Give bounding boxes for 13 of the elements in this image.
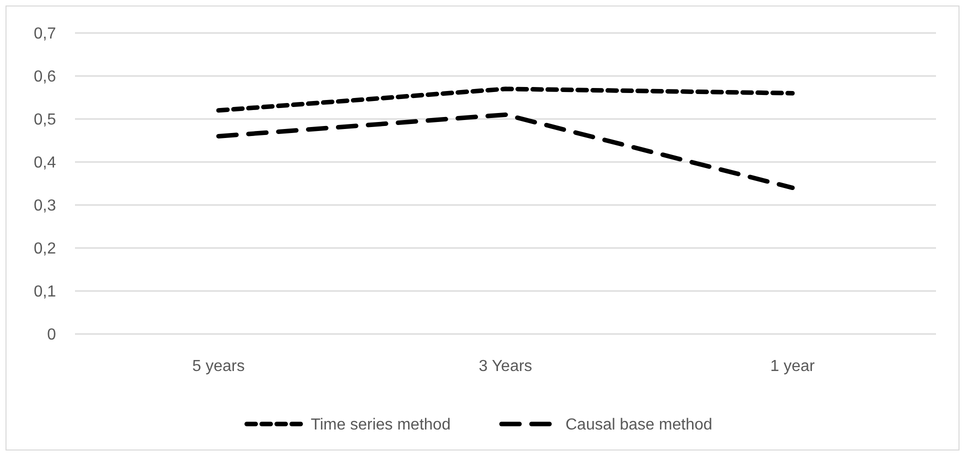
y-tick-label: 0,5	[34, 112, 56, 129]
y-tick-label: 0,2	[34, 240, 56, 258]
x-tick-label: 1 year	[770, 358, 816, 375]
legend-label: Time series method	[310, 416, 451, 434]
y-tick-label: 0,1	[34, 284, 56, 301]
y-tick-label: 0	[47, 326, 56, 344]
x-tick-label: 3 Years	[478, 358, 532, 375]
x-tick-label: 5 years	[192, 358, 245, 375]
legend-label: Causal base method	[566, 416, 712, 434]
y-tick-label: 0,3	[34, 198, 56, 215]
y-tick-label: 0,4	[34, 154, 56, 172]
y-tick-label: 0,6	[34, 68, 56, 86]
y-tick-label: 0,7	[34, 26, 56, 43]
